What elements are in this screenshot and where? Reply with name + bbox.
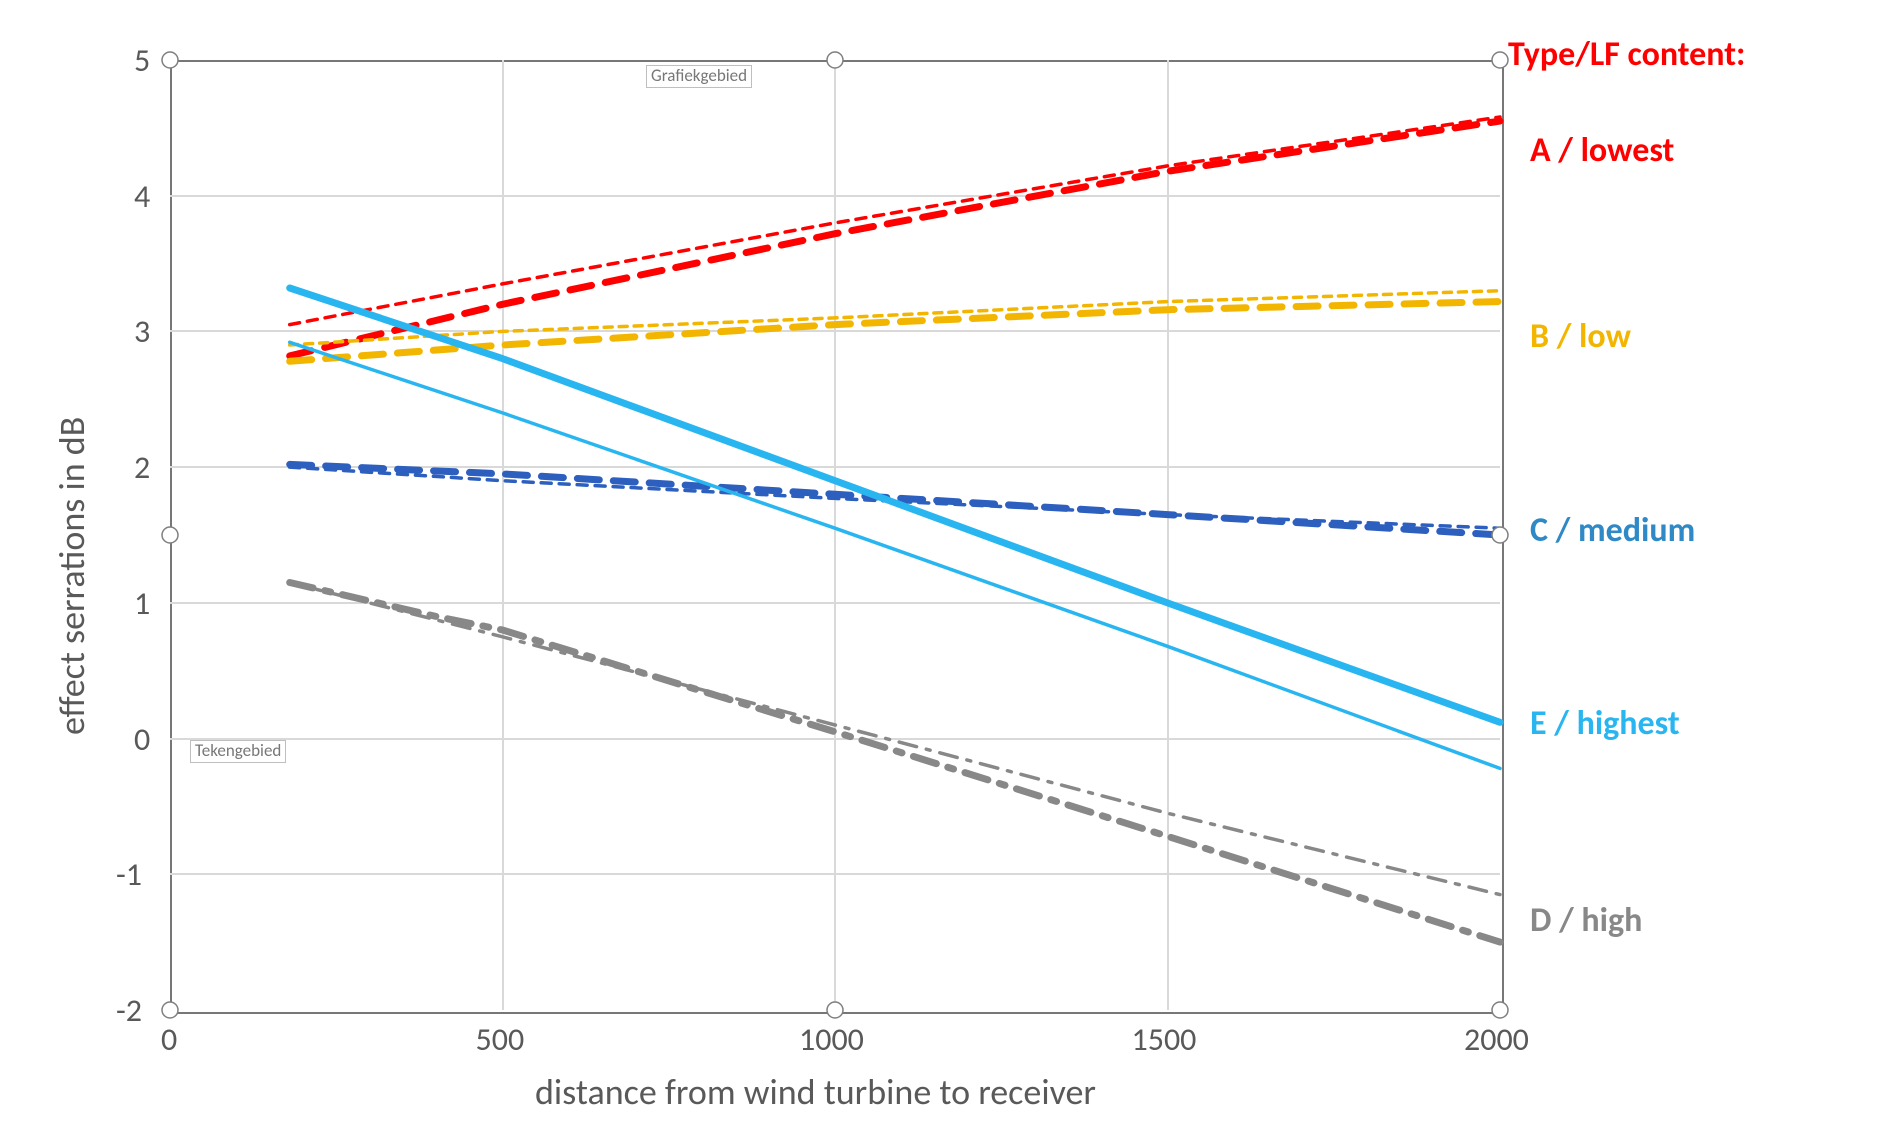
series-D-thick [290,583,1500,943]
selection-handle[interactable] [827,52,843,68]
series-D-thin [290,583,1500,895]
series-A-thick [290,121,1500,356]
selection-handle[interactable] [162,527,178,543]
series-C-thin [290,467,1500,528]
selection-handle[interactable] [162,52,178,68]
selection-handle[interactable] [1492,1002,1508,1018]
series-E-thin [290,342,1500,768]
selection-handle[interactable] [162,1002,178,1018]
chart-svg [0,0,1886,1146]
selection-handle[interactable] [1492,52,1508,68]
chart-container: 0500100015002000 -2-1012345 distance fro… [0,0,1886,1146]
series-E-thick [290,288,1500,722]
selection-handle[interactable] [1492,527,1508,543]
series-B-thin [290,291,1500,345]
selection-handle[interactable] [827,1002,843,1018]
